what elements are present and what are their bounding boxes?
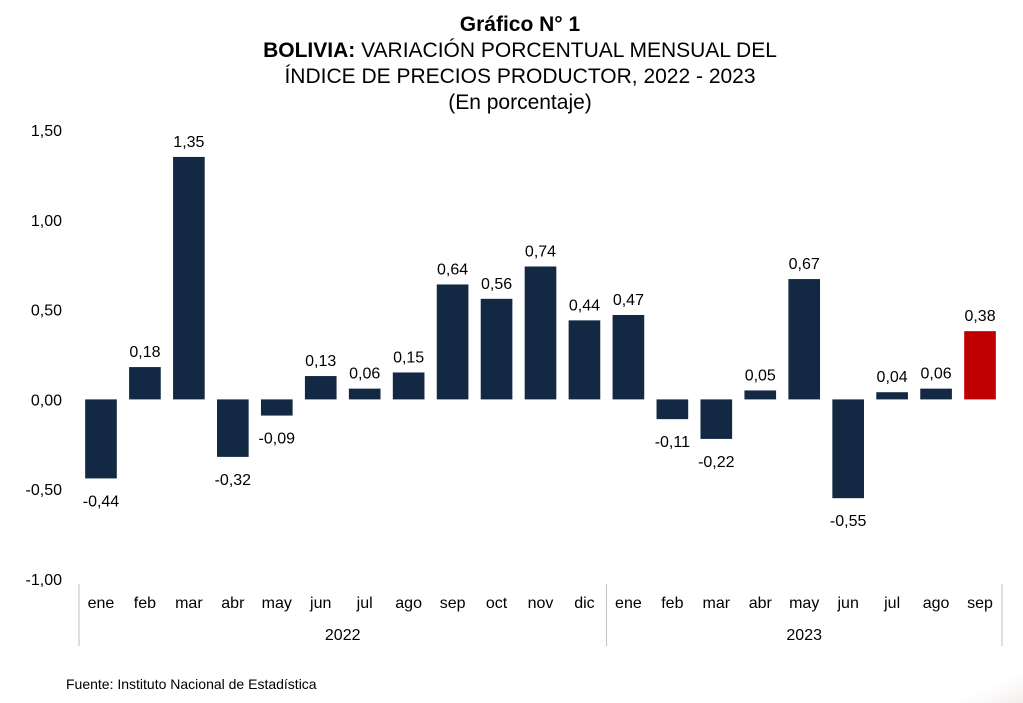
- x-tick-label: abr: [749, 595, 773, 612]
- title-text-1: VARIACIÓN PORCENTUAL MENSUAL DEL: [361, 39, 777, 62]
- bar: [920, 388, 952, 400]
- bar: [480, 298, 513, 400]
- x-tick-label: mar: [703, 595, 731, 612]
- y-tick-label: 0,50: [31, 303, 62, 320]
- x-tick-label: sep: [967, 595, 993, 612]
- data-label: 0,47: [613, 292, 644, 309]
- y-tick-label: -1,00: [26, 572, 63, 589]
- corner-decoration: [953, 663, 1023, 703]
- data-label: -0,11: [655, 434, 690, 451]
- data-label: 0,74: [525, 243, 556, 260]
- x-tick-label: oct: [486, 595, 508, 612]
- x-tick-label: may: [789, 595, 819, 612]
- chart-title-line1: BOLIVIA: VARIACIÓN PORCENTUAL MENSUAL DE…: [0, 38, 1023, 64]
- chart-subtitle: (En porcentaje): [448, 91, 592, 114]
- x-tick-label: ago: [923, 595, 950, 612]
- bar: [876, 392, 908, 400]
- bar: [217, 399, 249, 457]
- x-tick-label: may: [262, 595, 292, 612]
- data-label: 0,15: [393, 349, 424, 366]
- source-note: Fuente: Instituto Nacional de Estadístic…: [66, 676, 317, 692]
- data-label: 0,13: [305, 353, 336, 370]
- x-tick-label: nov: [528, 595, 554, 612]
- bar: [85, 399, 117, 479]
- bar: [304, 376, 337, 400]
- x-tick-label: jun: [836, 595, 858, 612]
- x-tick-label: jul: [883, 595, 900, 612]
- y-tick-label: 1,50: [31, 123, 62, 140]
- chart-title-line2: ÍNDICE DE PRECIOS PRODUCTOR, 2022 - 2023: [284, 65, 756, 88]
- data-label: -0,55: [830, 513, 867, 530]
- x-group-label: 2023: [786, 627, 822, 644]
- bar: [700, 399, 733, 439]
- y-tick-label: 0,00: [31, 392, 62, 409]
- x-tick-label: dic: [574, 595, 594, 612]
- bar: [612, 314, 645, 400]
- x-tick-label: feb: [134, 595, 156, 612]
- bar: [436, 284, 469, 400]
- bar: [788, 279, 821, 400]
- data-label: 0,64: [437, 261, 468, 278]
- bar: [173, 156, 205, 400]
- data-label: 1,35: [173, 134, 204, 151]
- x-tick-label: ene: [88, 595, 115, 612]
- y-tick-label: 1,00: [31, 213, 62, 230]
- bar: [260, 399, 293, 416]
- x-group-label: 2022: [325, 627, 361, 644]
- data-label: 0,04: [877, 369, 908, 386]
- data-label: 0,18: [129, 344, 160, 361]
- x-tick-label: jun: [309, 595, 331, 612]
- data-label: -0,09: [259, 431, 296, 448]
- data-label: 0,56: [481, 276, 512, 293]
- bar: [129, 367, 161, 400]
- x-tick-label: ene: [615, 595, 642, 612]
- x-tick-label: mar: [175, 595, 203, 612]
- data-label: 0,44: [569, 297, 600, 314]
- data-label: 0,06: [921, 366, 952, 383]
- data-label: 0,05: [745, 367, 776, 384]
- x-tick-label: abr: [221, 595, 245, 612]
- bar: [392, 372, 425, 400]
- x-tick-label: sep: [440, 595, 466, 612]
- bar: [964, 331, 996, 400]
- country-name: BOLIVIA:: [263, 39, 356, 62]
- data-label: 0,06: [349, 366, 380, 383]
- chart-title-block: Gráfico N° 1 BOLIVIA: VARIACIÓN PORCENTU…: [0, 12, 1023, 116]
- data-label: -0,32: [215, 472, 252, 489]
- data-label: 0,67: [789, 256, 820, 273]
- x-tick-label: ago: [395, 595, 422, 612]
- bar: [348, 388, 381, 400]
- bar: [568, 320, 601, 400]
- data-label: 0,38: [964, 308, 995, 325]
- bar: [744, 390, 777, 400]
- bar: [524, 266, 557, 400]
- x-tick-label: jul: [356, 595, 373, 612]
- y-tick-label: -0,50: [26, 482, 63, 499]
- data-label: -0,44: [83, 493, 120, 510]
- data-label: -0,22: [698, 454, 735, 471]
- chart-label: Gráfico N° 1: [459, 13, 581, 36]
- bar: [832, 399, 864, 499]
- bar: [656, 399, 689, 420]
- x-tick-label: feb: [661, 595, 683, 612]
